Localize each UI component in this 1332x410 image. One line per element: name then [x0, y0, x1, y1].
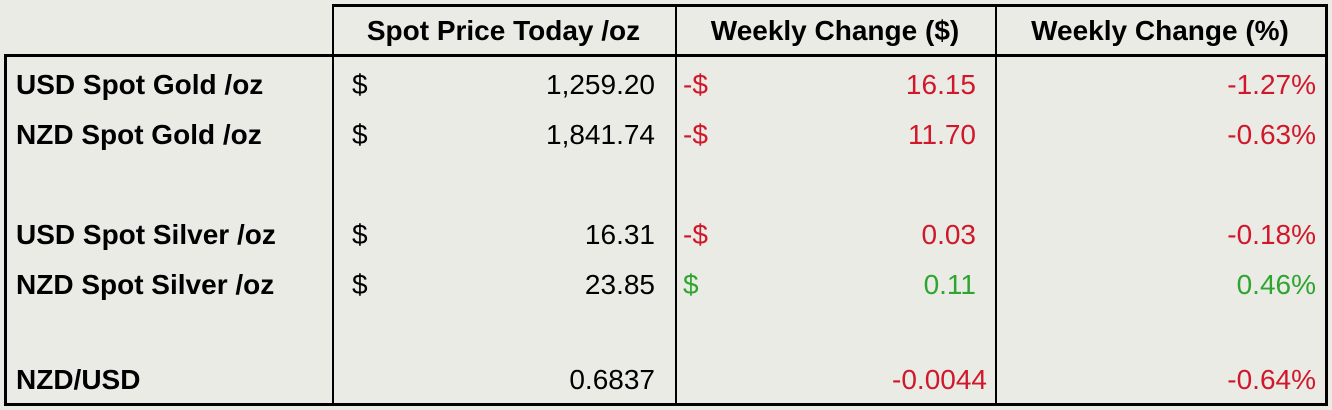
row-label: USD Spot Silver /oz [16, 219, 276, 250]
column-border [332, 4, 334, 406]
header-bottom-border [5, 54, 1328, 57]
weekly-change-percent: -0.18% [1227, 219, 1316, 250]
weekly-change-percent: 0.46% [1236, 269, 1316, 300]
currency-symbol: $ [352, 269, 368, 300]
currency-symbol: $ [683, 269, 699, 300]
column-header: Weekly Change ($) [710, 15, 960, 46]
weekly-change: 0.03 [921, 219, 977, 250]
table-right-border [1325, 4, 1328, 406]
column-border [675, 4, 677, 406]
currency-symbol: -$ [683, 69, 708, 100]
table-bottom-border [5, 403, 1328, 406]
weekly-change-percent: -0.64% [1227, 364, 1316, 395]
row-label: NZD/USD [16, 364, 141, 395]
currency-symbol: $ [352, 219, 368, 250]
table-left-border [4, 54, 7, 406]
row-label: NZD Spot Silver /oz [16, 269, 275, 300]
currency-symbol: $ [352, 119, 368, 150]
weekly-change: -0.0044 [892, 364, 987, 395]
price: 16.31 [584, 219, 655, 250]
price: 0.6837 [569, 364, 655, 395]
price: 1,259.20 [546, 69, 655, 100]
weekly-change-percent: -1.27% [1227, 69, 1316, 100]
currency-symbol: -$ [683, 119, 708, 150]
weekly-change-percent: -0.63% [1227, 119, 1316, 150]
currency-symbol: -$ [683, 219, 708, 250]
weekly-change: 16.15 [905, 69, 976, 100]
row-label: NZD Spot Gold /oz [16, 119, 262, 150]
currency-symbol: $ [352, 69, 368, 100]
column-header: Spot Price Today /oz [366, 15, 641, 46]
price: 1,841.74 [546, 119, 655, 150]
header-top-border [332, 4, 1328, 7]
weekly-change: 0.11 [923, 269, 976, 300]
column-header: Weekly Change (%) [1031, 15, 1289, 46]
weekly-change: 11.70 [908, 119, 976, 150]
price: 23.85 [584, 269, 655, 300]
row-label: USD Spot Gold /oz [16, 69, 264, 100]
column-border [995, 4, 997, 406]
